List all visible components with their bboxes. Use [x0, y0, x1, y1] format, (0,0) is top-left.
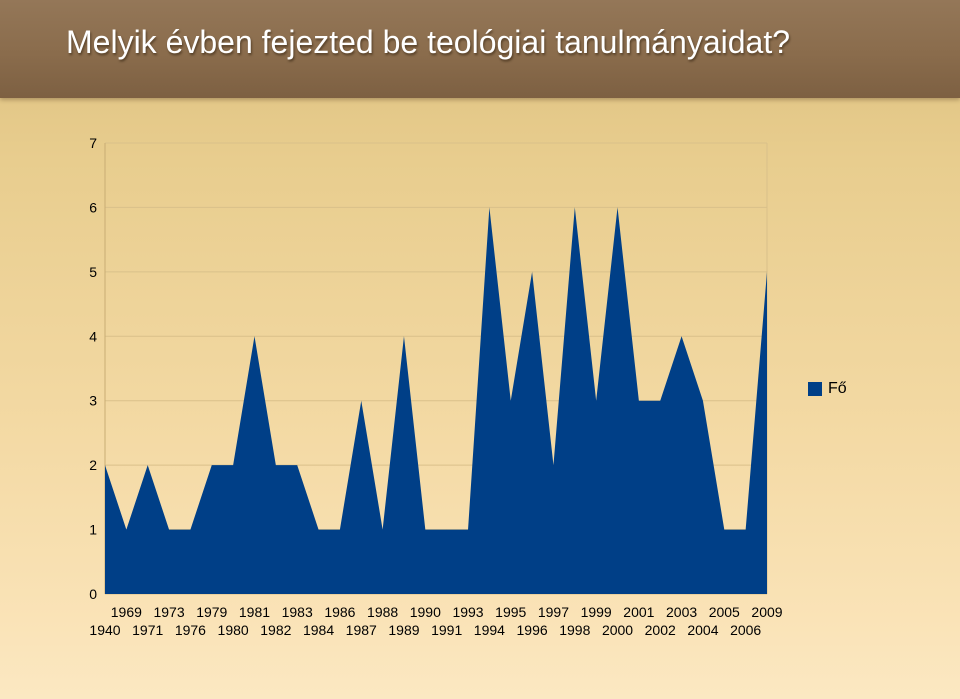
x-tick-label: 1993: [452, 604, 483, 620]
x-tick-label: 2006: [730, 622, 761, 638]
x-tick-label: 1979: [196, 604, 227, 620]
x-tick-label: 1984: [303, 622, 334, 638]
x-tick-label: 1987: [346, 622, 377, 638]
x-tick-label: 1989: [388, 622, 419, 638]
plot-area: [104, 207, 768, 594]
x-tick-label: 2003: [666, 604, 697, 620]
title-bar: Melyik évben fejezted be teológiai tanul…: [0, 0, 960, 98]
x-tick-label: 1980: [218, 622, 249, 638]
y-tick-label: 5: [89, 264, 97, 280]
x-tick-label: 1976: [175, 622, 206, 638]
x-tick-label: 2009: [751, 604, 782, 620]
y-tick-label: 6: [89, 199, 97, 215]
x-tick-label: 1988: [367, 604, 398, 620]
x-tick-label: 1998: [559, 622, 590, 638]
x-tick-label: 1981: [239, 604, 270, 620]
x-tick-label: 1986: [324, 604, 355, 620]
x-tick-label: 1983: [282, 604, 313, 620]
x-tick-label: 1999: [581, 604, 612, 620]
series-area-fo: [105, 207, 767, 594]
x-tick-label: 1997: [538, 604, 569, 620]
x-tick-label: 2004: [687, 622, 718, 638]
slide-title: Melyik évben fejezted be teológiai tanul…: [66, 24, 791, 60]
x-tick-label: 1995: [495, 604, 526, 620]
x-tick-label: 1969: [111, 604, 142, 620]
x-tick-label: 1982: [260, 622, 291, 638]
x-tick-label: 2005: [709, 604, 740, 620]
legend: Fő: [808, 380, 847, 398]
x-tick-label: 2001: [623, 604, 654, 620]
x-tick-label: 2002: [645, 622, 676, 638]
x-tick-label: 1996: [517, 622, 548, 638]
y-tick-label: 1: [89, 522, 97, 538]
x-tick-label: 1990: [410, 604, 441, 620]
y-tick-label: 0: [89, 586, 97, 602]
x-tick-label: 1991: [431, 622, 462, 638]
y-tick-label: 3: [89, 393, 97, 409]
x-tick-label: 1994: [474, 622, 505, 638]
x-tick-label: 1973: [153, 604, 184, 620]
x-tick-label: 1940: [89, 622, 120, 638]
y-axis-ticks: 0 1 2 3 4 5 6 7: [89, 135, 97, 602]
x-axis-ticks: 1940 1969 1971 1973 1976 1979 1980 1981 1982 1983…: [89, 604, 782, 638]
y-tick-label: 2: [89, 457, 97, 473]
legend-swatch: [808, 382, 822, 396]
legend-label: Fő: [828, 380, 847, 397]
y-tick-label: 4: [89, 328, 97, 344]
y-tick-label: 7: [89, 135, 97, 151]
x-tick-label: 1971: [132, 622, 163, 638]
x-tick-label: 2000: [602, 622, 633, 638]
